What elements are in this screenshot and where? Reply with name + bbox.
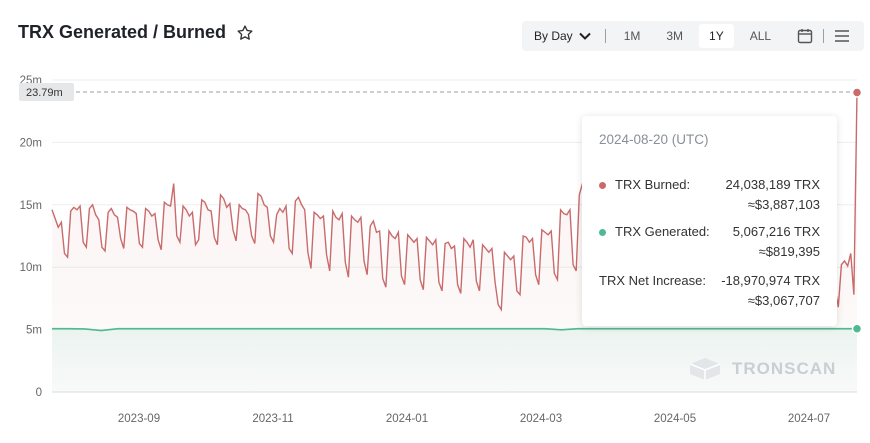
- divider: [604, 29, 606, 43]
- generated-end-marker: [851, 323, 863, 334]
- range-all-button[interactable]: ALL: [749, 29, 772, 43]
- range-3m-button[interactable]: 3M: [666, 29, 684, 43]
- burned-end-marker: [851, 87, 863, 98]
- tooltip-burned-usd: ≈$3,887,103: [747, 197, 820, 212]
- tooltip-row-generated: TRX Generated: 5,067,216 TRX: [599, 224, 820, 239]
- range-1y-button[interactable]: 1Y: [699, 24, 734, 48]
- tooltip: 2024-08-20 (UTC) TRX Burned: 24,038,189 …: [582, 116, 837, 326]
- crosshair-label-box: [19, 83, 74, 102]
- tronscan-logo-icon: [689, 358, 721, 380]
- by-day-dropdown[interactable]: By Day: [522, 24, 601, 48]
- star-outline-icon[interactable]: [236, 24, 254, 42]
- y-tick-label: 20m: [20, 137, 42, 149]
- tooltip-net-value: -18,970,974 TRX: [721, 273, 820, 288]
- tooltip-row-burned: TRX Burned: 24,038,189 TRX: [599, 177, 820, 192]
- x-tick-label: 2024-07: [788, 413, 830, 425]
- watermark: TRONSCAN: [688, 356, 836, 382]
- y-tick-label: 10m: [20, 262, 42, 274]
- calendar-icon[interactable]: [791, 24, 819, 48]
- y-tick-label: 0: [36, 387, 42, 399]
- y-tick-label: 5m: [26, 325, 42, 337]
- by-day-label: By Day: [534, 29, 573, 43]
- crosshair-label: 23.79m: [26, 87, 63, 99]
- tooltip-generated-value: 5,067,216 TRX: [732, 224, 820, 239]
- chevron-down-icon: [578, 32, 591, 40]
- tooltip-net-usd: ≈$3,067,707: [747, 293, 820, 308]
- x-tick-label: 2024-05: [654, 413, 696, 425]
- tooltip-net-label: TRX Net Increase:: [599, 273, 706, 288]
- chart-toolbar: By Day 1M 3M 1Y ALL: [522, 21, 864, 51]
- x-tick-label: 2024-03: [520, 413, 562, 425]
- tooltip-burned-value: 24,038,189 TRX: [725, 177, 820, 192]
- divider: [823, 29, 825, 43]
- range-1m-button[interactable]: 1M: [623, 29, 641, 43]
- burned-dot-icon: [599, 182, 606, 190]
- generated-series-line: [52, 327, 857, 332]
- tooltip-burned-label: TRX Burned:: [615, 177, 691, 192]
- x-tick-label: 2024-01: [386, 413, 428, 425]
- x-tick-label: 2023-11: [252, 413, 293, 425]
- tooltip-date: 2024-08-20 (UTC): [599, 132, 709, 147]
- y-tick-label: 15m: [20, 200, 42, 212]
- x-tick-label: 2023-09: [118, 413, 160, 425]
- title-row: TRX Generated / Burned: [18, 22, 254, 43]
- tooltip-generated-label: TRX Generated:: [615, 224, 710, 239]
- generated-dot-icon: [599, 229, 606, 237]
- tooltip-row-net: TRX Net Increase: -18,970,974 TRX: [599, 273, 820, 288]
- tooltip-generated-usd: ≈$819,395: [758, 244, 820, 259]
- page-title: TRX Generated / Burned: [18, 22, 227, 42]
- watermark-text: TRONSCAN: [732, 359, 837, 378]
- generated-area: [52, 328, 857, 392]
- menu-icon[interactable]: [828, 24, 856, 48]
